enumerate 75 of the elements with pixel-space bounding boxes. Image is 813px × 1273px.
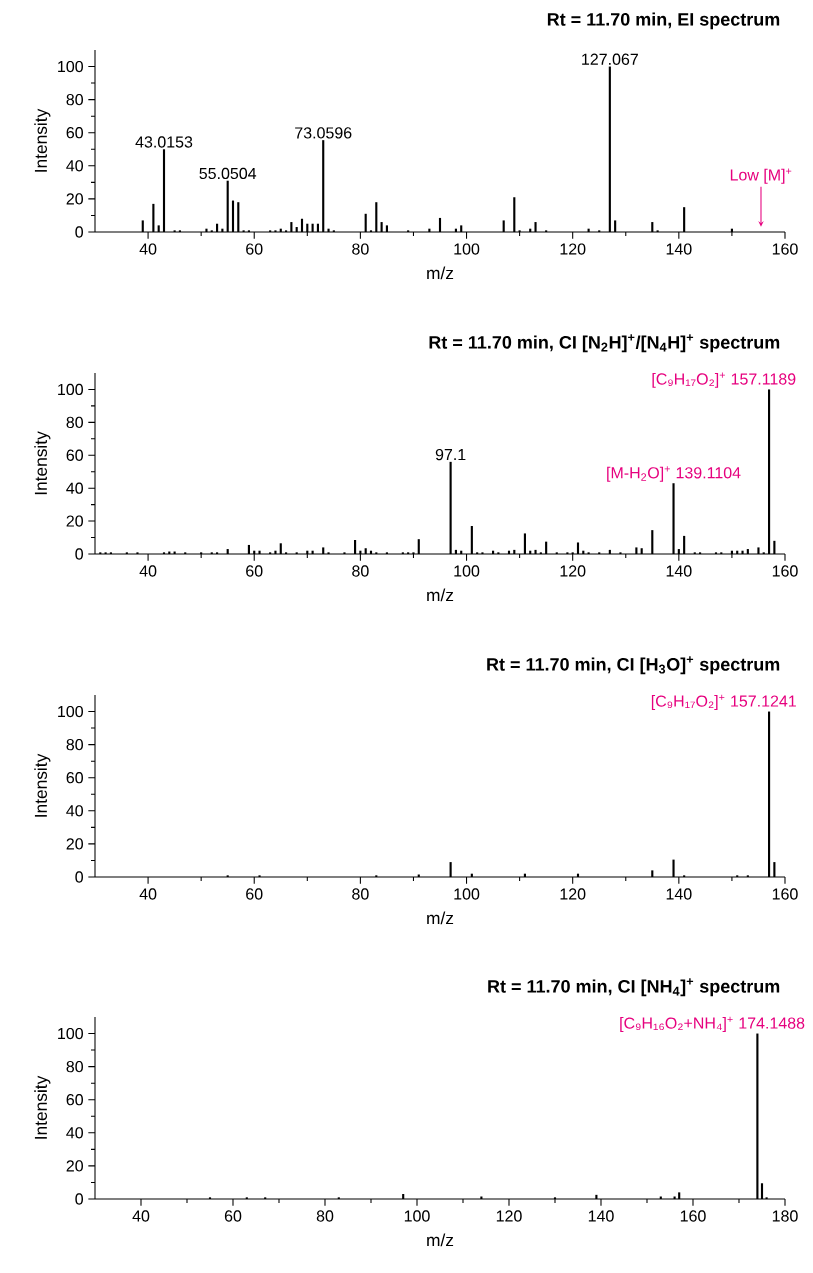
x-tick-label: 140 — [666, 243, 692, 255]
x-tick-label: 80 — [316, 1210, 334, 1222]
x-tick-label: 80 — [352, 565, 369, 577]
y-axis-title: Intensity — [34, 431, 51, 495]
x-tick-label: 40 — [139, 888, 157, 900]
x-tick-label: 60 — [246, 888, 263, 900]
x-tick-label: 120 — [560, 888, 586, 900]
y-tick-label: 60 — [66, 449, 83, 461]
x-tick-label: 120 — [560, 243, 586, 255]
x-axis-title: m/z — [427, 1233, 454, 1247]
x-tick-label: 60 — [246, 243, 263, 255]
y-tick-label: 20 — [66, 1160, 83, 1172]
annotation: 73.0596 — [295, 127, 352, 139]
x-tick-label: 80 — [352, 243, 369, 255]
y-axis-title: Intensity — [34, 1075, 51, 1139]
y-tick-label: 100 — [58, 383, 83, 396]
y-tick-label: 60 — [66, 772, 83, 784]
annotation: 43.0153 — [135, 136, 193, 148]
y-tick-label: 0 — [75, 1193, 83, 1205]
y-tick-label: 20 — [66, 193, 83, 205]
x-tick-label: 100 — [454, 565, 480, 577]
y-tick-label: 0 — [75, 871, 83, 883]
y-tick-label: 100 — [58, 1027, 83, 1040]
x-tick-label: 40 — [132, 1210, 150, 1222]
x-tick-label: 160 — [772, 243, 798, 255]
x-axis-title: m/z — [427, 266, 454, 280]
y-tick-label: 80 — [66, 738, 83, 751]
x-tick-label: 100 — [454, 243, 480, 255]
x-tick-label: 180 — [772, 1210, 798, 1222]
x-tick-label: 100 — [404, 1210, 430, 1222]
x-tick-label: 60 — [224, 1210, 242, 1222]
annotation: [C₉H₁₇O₂]$^{+}$ 157.1189 — [652, 372, 796, 388]
y-tick-label: 0 — [75, 548, 83, 560]
annotation: 55.0504 — [199, 167, 257, 180]
y-tick-label: 100 — [58, 60, 83, 73]
annotation: 97.1 — [435, 448, 466, 461]
x-tick-label: 40 — [139, 243, 157, 255]
x-tick-label: 140 — [666, 565, 692, 577]
x-axis-title: m/z — [427, 588, 454, 602]
y-axis-title: Intensity — [34, 108, 51, 172]
y-tick-label: 80 — [66, 416, 83, 429]
x-tick-label: 160 — [772, 888, 798, 900]
chart-title: Rt = 11.70 min, CI [NH$_{4}$]$^{+}$ spectrum — [488, 978, 780, 997]
y-tick-label: 60 — [66, 1094, 83, 1106]
y-tick-label: 80 — [66, 1060, 83, 1073]
x-tick-label: 140 — [588, 1210, 614, 1222]
chart-title: Rt = 11.70 min, EI spectrum — [547, 12, 780, 30]
annotation: Low [M]$^{+}$ — [730, 168, 792, 184]
annotation: [C₉H₁₆O₂+NH₄]$^{+}$ 174.1488 — [620, 1016, 805, 1032]
x-tick-label: 120 — [496, 1210, 522, 1222]
y-tick-label: 0 — [75, 226, 83, 238]
x-tick-label: 80 — [352, 888, 369, 900]
chart-title: Rt = 11.70 min, CI [N$_{2}$H]$^{+}$/[N$_{4}$H]$^{+}$ spectrum — [429, 334, 780, 353]
annotation: [C₉H₁₇O₂]$^{+}$ 157.1241 — [651, 694, 796, 710]
y-tick-label: 20 — [66, 838, 83, 850]
y-tick-label: 80 — [66, 93, 83, 106]
y-tick-label: 40 — [66, 805, 83, 817]
y-tick-label: 40 — [66, 160, 83, 172]
x-tick-label: 140 — [666, 888, 692, 900]
y-tick-label: 40 — [66, 482, 83, 494]
x-tick-label: 100 — [454, 888, 480, 900]
x-tick-label: 160 — [680, 1210, 706, 1222]
y-tick-label: 20 — [66, 515, 83, 527]
y-tick-label: 60 — [66, 127, 83, 139]
y-tick-label: 100 — [58, 705, 83, 718]
y-tick-label: 40 — [66, 1127, 83, 1139]
annotation: 127.067 — [582, 53, 638, 65]
y-axis-title: Intensity — [34, 753, 51, 817]
x-axis-title: m/z — [427, 911, 454, 925]
x-tick-label: 120 — [560, 565, 586, 577]
x-tick-label: 60 — [246, 565, 263, 577]
annotation: [M-H$_{2}$O]$^{+}$ 139.1104 — [607, 466, 741, 482]
x-tick-label: 160 — [772, 565, 798, 577]
chart-title: Rt = 11.70 min, CI [H$_{3}$O]$^{+}$ spectrum — [487, 656, 780, 675]
x-tick-label: 40 — [139, 565, 157, 577]
